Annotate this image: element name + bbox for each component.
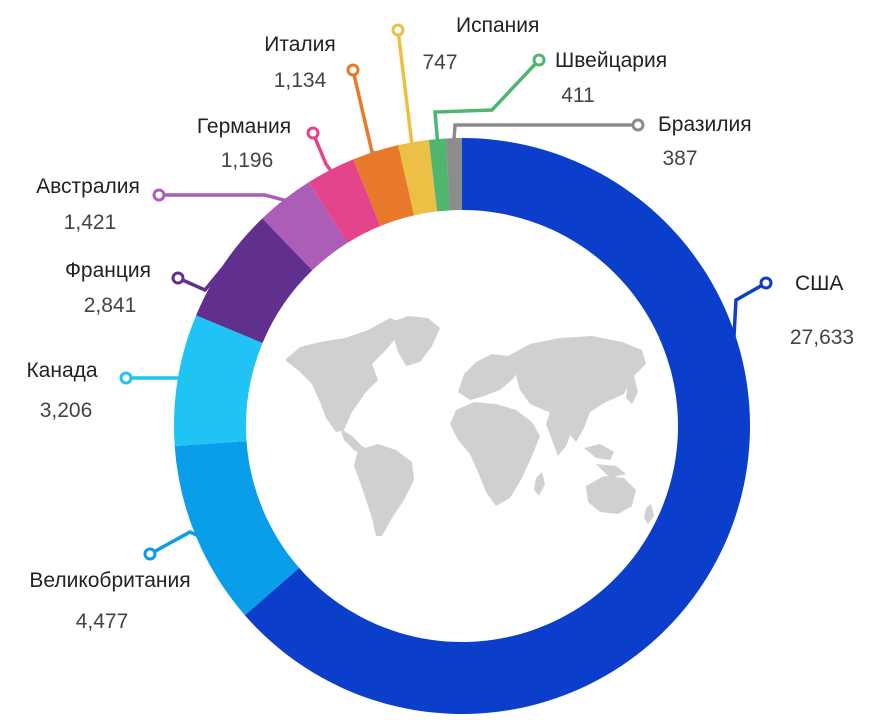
value-label-1: 4,477 (76, 610, 129, 633)
slice-9 (445, 138, 462, 211)
callout-dot-1 (143, 547, 157, 561)
callout-dot-2 (119, 371, 133, 385)
value-label-3: 2,841 (84, 294, 137, 317)
slice-3 (196, 218, 313, 344)
category-label-8: Швейцария (555, 49, 667, 72)
callout-line-7 (396, 29, 415, 148)
category-label-6: Италия (264, 33, 336, 56)
slice-1 (174, 440, 300, 616)
callout-dot-5 (306, 126, 320, 140)
value-label-2: 3,206 (40, 399, 93, 422)
category-label-1: Великобритания (29, 569, 190, 592)
slice-5 (308, 159, 381, 244)
callouts-group: США 27,633 Великобритания 4,477 Канада 3,206 Ф… (26, 14, 854, 633)
category-label-3: Франция (65, 259, 151, 282)
slice-6 (353, 145, 415, 227)
callout-line-1 (149, 530, 199, 556)
callout-dot-8 (532, 53, 546, 67)
slice-0 (244, 138, 751, 714)
value-label-0: 27,633 (790, 326, 854, 349)
category-label-5: Германия (197, 115, 291, 138)
slice-8 (428, 138, 450, 212)
value-label-7: 747 (422, 51, 457, 74)
category-label-0: США (795, 272, 843, 295)
category-label-4: Австралия (36, 175, 140, 198)
value-label-6: 1,134 (274, 69, 327, 92)
category-label-2: Канада (26, 359, 97, 382)
callout-line-5 (311, 132, 333, 173)
slice-4 (262, 182, 348, 271)
callout-dot-6 (346, 63, 360, 77)
value-label-4: 1,421 (64, 211, 117, 234)
world-map-icon (285, 316, 654, 536)
callout-line-6 (351, 69, 377, 155)
callout-dot-4 (152, 188, 166, 202)
slice-7 (398, 139, 438, 216)
callout-line-3 (177, 263, 228, 293)
category-label-7: Испания (456, 14, 539, 37)
callout-dot-7 (391, 23, 405, 37)
callout-dot-3 (171, 271, 185, 285)
value-label-5: 1,196 (221, 149, 274, 172)
slices-group (174, 138, 751, 714)
callout-dot-9 (631, 118, 645, 132)
value-label-9: 387 (662, 147, 697, 170)
callout-line-8 (433, 58, 541, 142)
callout-line-2 (126, 376, 181, 381)
slice-2 (174, 315, 263, 446)
category-label-9: Бразилия (658, 113, 752, 136)
callout-line-4 (159, 193, 287, 203)
callout-line-9 (452, 123, 638, 141)
callout-dot-0 (759, 276, 773, 290)
value-label-8: 411 (561, 84, 594, 107)
callout-line-0 (720, 281, 767, 545)
